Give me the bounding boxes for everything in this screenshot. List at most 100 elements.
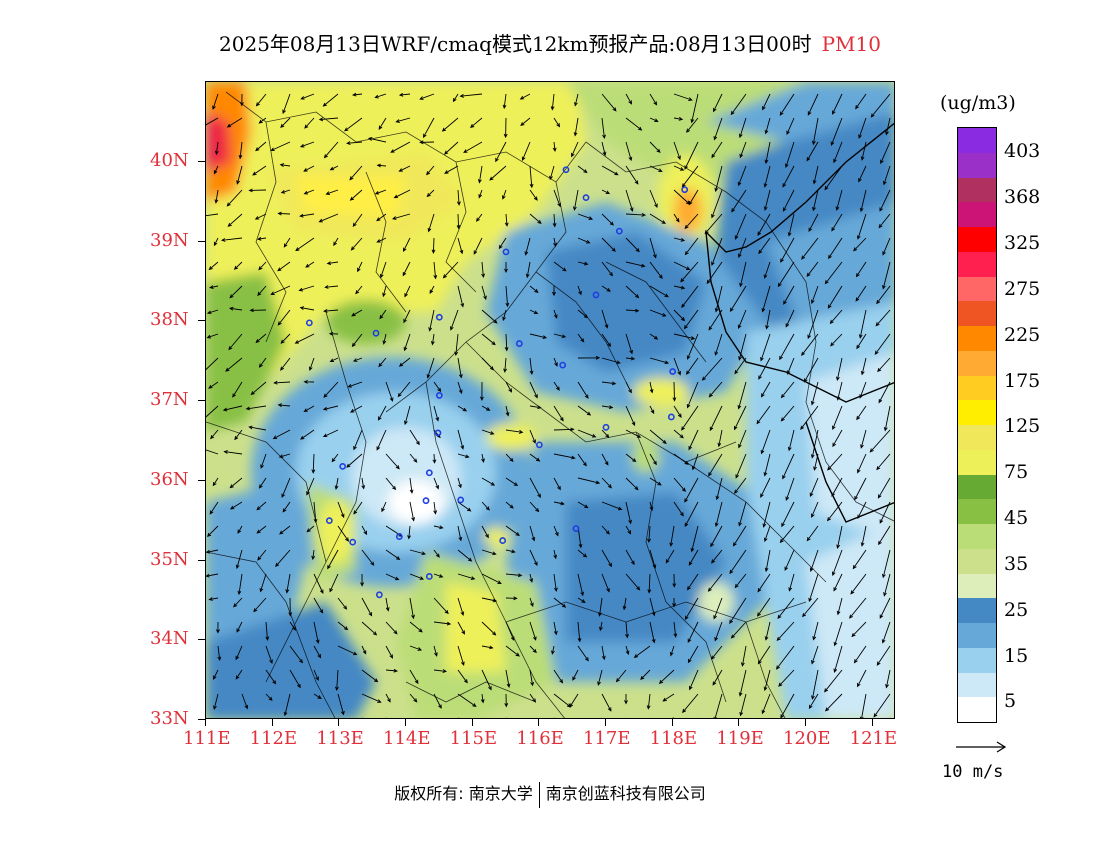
legend-swatch xyxy=(958,152,996,178)
wind-arrow xyxy=(730,93,747,116)
wind-arrow xyxy=(553,525,559,537)
wind-arrow xyxy=(684,477,699,503)
wind-arrow xyxy=(457,381,463,395)
wind-arrow xyxy=(210,429,219,440)
station-marker xyxy=(502,248,510,256)
legend-swatch xyxy=(958,524,996,549)
wind-arrow xyxy=(505,573,523,578)
wind-arrow xyxy=(337,693,345,716)
wind-arrow xyxy=(503,357,507,373)
wind-arrow xyxy=(289,645,304,664)
wind-arrow xyxy=(757,573,771,593)
wind-arrow xyxy=(808,573,819,603)
legend-swatch xyxy=(958,623,996,648)
wind-arrow xyxy=(551,645,555,655)
wind-arrow xyxy=(374,189,387,195)
wind-arrow xyxy=(270,285,291,295)
wind-arrow xyxy=(673,285,686,290)
wind-arrow xyxy=(237,573,243,596)
wind-arrow xyxy=(258,477,267,489)
wind-arrow xyxy=(206,449,219,455)
wind-arrow xyxy=(665,549,675,564)
wind-arrow xyxy=(601,237,616,252)
wind-arrow xyxy=(780,381,795,399)
wind-arrow xyxy=(662,693,675,702)
wind-arrow xyxy=(729,285,747,312)
wind-arrow xyxy=(553,597,567,608)
product-label: PM10 xyxy=(821,32,881,56)
wind-arrow xyxy=(738,333,747,361)
wind-arrow xyxy=(386,717,387,718)
wind-arrow xyxy=(877,477,891,499)
wind-arrow xyxy=(334,477,339,491)
wind-arrow xyxy=(690,525,699,553)
color-legend xyxy=(957,127,997,723)
wind-arrow xyxy=(457,357,463,379)
wind-arrow xyxy=(426,189,435,198)
wind-arrow xyxy=(553,333,567,339)
wind-arrow xyxy=(874,333,891,355)
wind-arrow xyxy=(673,116,684,121)
wind-arrow xyxy=(433,645,438,657)
station-marker xyxy=(615,227,623,235)
wind-arrow xyxy=(807,93,819,116)
wind-arrow xyxy=(265,645,273,664)
wind-arrow xyxy=(529,525,536,542)
wind-arrow xyxy=(763,525,771,543)
wind-arrow xyxy=(625,285,640,299)
wind-arrow xyxy=(711,141,723,159)
wind-arrow xyxy=(233,597,243,608)
wind-arrow xyxy=(647,525,651,544)
wind-arrow xyxy=(311,453,316,474)
wind-arrow xyxy=(689,669,699,691)
wind-arrow xyxy=(856,405,867,421)
wind-arrow xyxy=(577,717,578,718)
wind-arrow xyxy=(682,693,699,714)
wind-arrow xyxy=(283,237,291,248)
wind-arrow xyxy=(782,453,795,480)
wind-arrow xyxy=(259,573,267,593)
wind-arrow xyxy=(776,621,795,642)
wind-arrow xyxy=(433,501,438,515)
wind-arrow xyxy=(367,137,387,143)
wind-arrow xyxy=(553,549,558,560)
wind-arrow xyxy=(385,693,391,703)
wind-arrow xyxy=(832,405,843,431)
wind-arrow xyxy=(649,501,654,512)
wind-arrow xyxy=(625,261,646,268)
wind-arrow xyxy=(385,573,400,581)
lon-label: 121E xyxy=(849,728,898,749)
wind-arrow xyxy=(688,429,699,451)
lon-label: 111E xyxy=(183,728,231,749)
wind-arrow xyxy=(303,165,315,172)
wind-arrow xyxy=(206,333,219,339)
lon-tick xyxy=(605,719,606,726)
wind-arrow xyxy=(601,357,621,365)
wind-arrow xyxy=(469,117,483,128)
lat-label: 35N xyxy=(150,548,189,570)
wind-arrow xyxy=(577,573,585,597)
wind-arrow xyxy=(245,405,267,411)
wind-arrow xyxy=(327,549,339,570)
wind-arrow xyxy=(376,163,387,168)
legend-swatch xyxy=(958,598,996,623)
wind-arrow xyxy=(836,525,843,550)
wind-arrow xyxy=(601,645,606,661)
wind-arrow xyxy=(763,261,771,279)
wind-arrow xyxy=(779,333,795,361)
wind-arrow xyxy=(529,477,541,499)
credits-left: 版权所有: 南京大学 xyxy=(394,784,533,803)
wind-arrow xyxy=(385,668,399,673)
wind-arrow xyxy=(553,189,561,208)
wind-arrow xyxy=(764,141,771,165)
wind-arrow xyxy=(601,333,612,348)
lat-label: 33N xyxy=(150,708,189,729)
wind-arrow xyxy=(577,477,601,485)
lat-tick xyxy=(198,719,205,720)
lat-tick xyxy=(198,639,205,641)
wind-arrow xyxy=(885,117,891,136)
wind-arrow xyxy=(552,286,556,297)
wind-arrow xyxy=(277,211,291,216)
wind-arrow xyxy=(478,189,483,199)
wind-arrow xyxy=(764,621,771,641)
